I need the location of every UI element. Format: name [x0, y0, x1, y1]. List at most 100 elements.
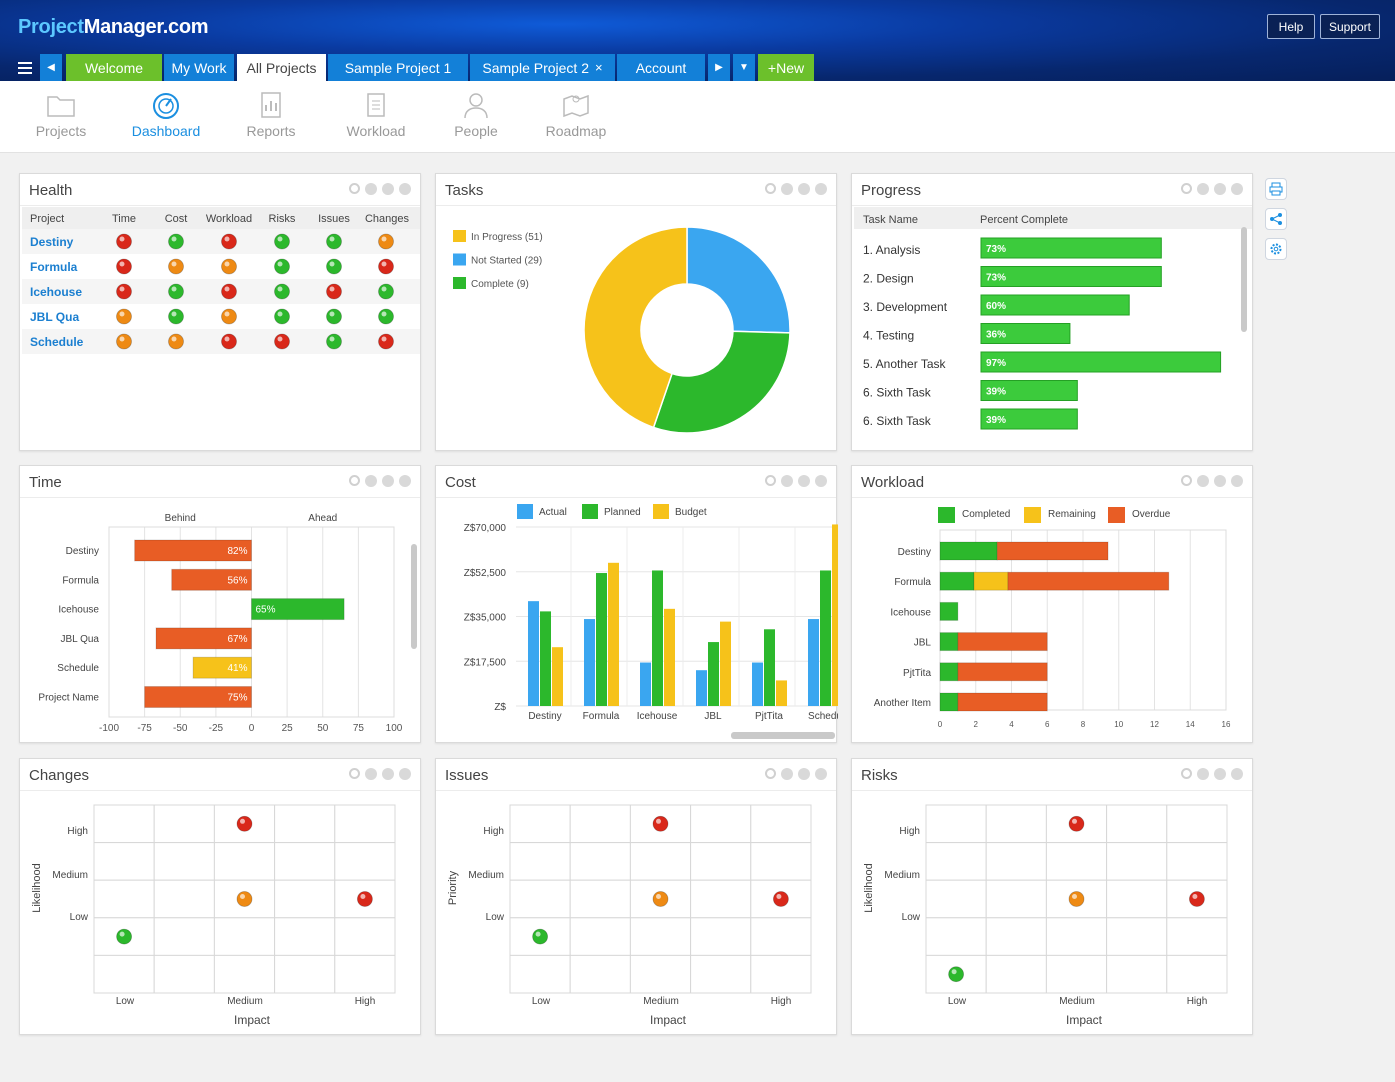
- health-project-link[interactable]: Destiny: [30, 235, 74, 249]
- help-button[interactable]: Help: [1267, 14, 1315, 39]
- help-icon[interactable]: [798, 183, 810, 195]
- nav-workload[interactable]: Workload: [326, 81, 426, 153]
- tasks-chart: In Progress (51) Not Started (29) Complete…: [453, 226, 791, 434]
- search-icon[interactable]: [349, 475, 360, 486]
- matrix-cell: [93, 954, 155, 994]
- close-icon[interactable]: [1231, 768, 1243, 780]
- close-icon[interactable]: [1231, 475, 1243, 487]
- close-icon[interactable]: [815, 183, 827, 195]
- share-button[interactable]: [1265, 208, 1287, 230]
- search-icon[interactable]: [349, 183, 360, 194]
- matrix-y-label: High: [67, 826, 88, 837]
- search-icon[interactable]: [765, 768, 776, 779]
- health-status-dot-shine: [381, 236, 387, 242]
- help-icon[interactable]: [798, 475, 810, 487]
- tabs-scroll-left-icon[interactable]: ◀: [40, 54, 62, 81]
- workload-bar-segment: [939, 571, 975, 591]
- time-scrollbar[interactable]: [411, 544, 417, 649]
- tab-welcome[interactable]: Welcome: [66, 54, 162, 81]
- matrix-cell: [1045, 954, 1108, 994]
- search-icon[interactable]: [1181, 768, 1192, 779]
- workload-bar-segment: [939, 632, 959, 652]
- nav-roadmap[interactable]: Roadmap: [526, 81, 626, 153]
- help-icon[interactable]: [1214, 475, 1226, 487]
- gear-icon[interactable]: [1197, 183, 1209, 195]
- health-status-dot-shine: [224, 311, 230, 317]
- time-tick-label: 25: [282, 723, 294, 734]
- time-category-label: Project Name: [38, 693, 99, 704]
- health-project-link[interactable]: Icehouse: [30, 285, 82, 299]
- progress-scrollbar[interactable]: [1241, 227, 1247, 332]
- tabs-scroll-right-icon[interactable]: ▶: [708, 54, 730, 81]
- nav-reports[interactable]: Reports: [221, 81, 321, 153]
- matrix-y-label: High: [899, 826, 920, 837]
- health-status-dot-shine: [171, 261, 177, 267]
- health-project-link[interactable]: JBL Qua: [30, 310, 79, 324]
- gear-icon[interactable]: [365, 183, 377, 195]
- gear-icon[interactable]: [781, 475, 793, 487]
- gear-icon[interactable]: [365, 475, 377, 487]
- nav-people[interactable]: People: [426, 81, 526, 153]
- close-icon[interactable]: [399, 183, 411, 195]
- help-icon[interactable]: [382, 768, 394, 780]
- logo[interactable]: ProjectManager.com: [18, 16, 209, 39]
- close-icon[interactable]: [399, 768, 411, 780]
- health-header-row: [22, 207, 420, 229]
- issues-matrix: High Medium Low Low Medium High Impact Priority: [447, 804, 812, 1027]
- cost-scrollbar[interactable]: [731, 732, 835, 739]
- help-icon[interactable]: [798, 768, 810, 780]
- gear-icon[interactable]: [781, 768, 793, 780]
- tab-sample-project-2[interactable]: Sample Project 2 ×: [470, 54, 615, 81]
- search-icon[interactable]: [765, 475, 776, 486]
- tab-sample-project-1[interactable]: Sample Project 1: [328, 54, 468, 81]
- nav-projects[interactable]: Projects: [11, 81, 111, 153]
- print-button[interactable]: [1265, 178, 1287, 200]
- matrix-cell: [690, 917, 752, 956]
- search-icon[interactable]: [765, 183, 776, 194]
- matrix-x-label: Low: [116, 996, 135, 1007]
- health-status-dot-shine: [381, 261, 387, 267]
- matrix-point-shine: [119, 931, 125, 937]
- hamburger-menu-icon[interactable]: [18, 62, 32, 74]
- cost-bar: [820, 570, 831, 706]
- help-icon[interactable]: [382, 183, 394, 195]
- gear-icon[interactable]: [781, 183, 793, 195]
- matrix-cell: [274, 804, 336, 844]
- gear-icon[interactable]: [1197, 768, 1209, 780]
- help-icon[interactable]: [1214, 768, 1226, 780]
- tasks-donut-slice: [652, 330, 791, 434]
- gear-icon[interactable]: [365, 768, 377, 780]
- tabs-dropdown-icon[interactable]: ▼: [733, 54, 755, 81]
- health-project-link[interactable]: Formula: [30, 260, 78, 274]
- close-tab-icon[interactable]: ×: [595, 60, 603, 75]
- close-icon[interactable]: [399, 475, 411, 487]
- tab-my-work[interactable]: My Work: [164, 54, 234, 81]
- settings-button[interactable]: [1265, 238, 1287, 260]
- matrix-cell: [925, 842, 987, 881]
- matrix-cell: [750, 804, 812, 844]
- gear-icon[interactable]: [1197, 475, 1209, 487]
- close-icon[interactable]: [815, 475, 827, 487]
- panel-title: Risks: [861, 767, 898, 784]
- search-icon[interactable]: [349, 768, 360, 779]
- health-project-link[interactable]: Schedule: [30, 335, 84, 349]
- new-tab-button[interactable]: +New: [758, 54, 814, 81]
- search-icon[interactable]: [1181, 183, 1192, 194]
- folder-icon: [47, 96, 75, 117]
- nav-people-label: People: [454, 123, 498, 139]
- workload-tick-label: 6: [1045, 720, 1050, 729]
- tab-account[interactable]: Account: [617, 54, 705, 81]
- search-icon[interactable]: [1181, 475, 1192, 486]
- help-icon[interactable]: [382, 475, 394, 487]
- support-button[interactable]: Support: [1320, 14, 1380, 39]
- tasks-donut-slice: [583, 226, 688, 429]
- cost-category-label: Schedu: [808, 711, 838, 722]
- matrix-point-shine: [240, 894, 245, 899]
- help-icon[interactable]: [1214, 183, 1226, 195]
- close-icon[interactable]: [1231, 183, 1243, 195]
- matrix-x-axis-title: Impact: [650, 1013, 687, 1027]
- nav-dashboard[interactable]: Dashboard: [116, 81, 216, 153]
- workload-tick-label: 2: [974, 720, 979, 729]
- close-icon[interactable]: [815, 768, 827, 780]
- tab-all-projects[interactable]: All Projects: [237, 54, 326, 81]
